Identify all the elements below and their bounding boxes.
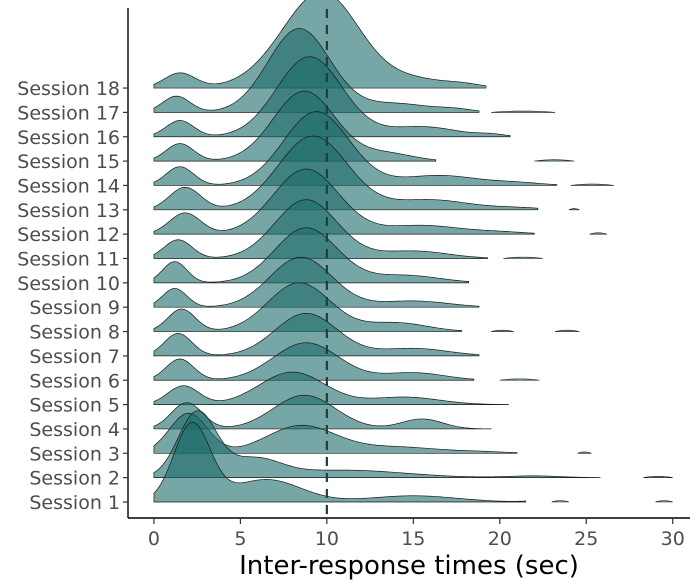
density-curve [153,282,463,332]
y-tick-label: Session 17 [17,102,120,124]
density-tail [551,500,570,503]
y-tick-label: Session 11 [17,249,120,271]
y-tick-label: Session 3 [29,443,120,465]
density-tail [655,500,673,503]
y-tick-label: Session 6 [29,370,120,392]
x-tick-label: 25 [574,528,598,550]
density-curve [153,410,601,478]
ridge-session-7 [153,312,480,357]
density-tail [491,329,514,332]
ridge-session-12 [153,168,608,235]
y-tick-label: Session 12 [17,224,120,246]
density-tail [589,232,608,235]
x-axis-title: Inter-response times (sec) [239,551,579,581]
y-tick-label: Session 10 [17,273,120,295]
x-tick-label: 30 [661,528,685,550]
x-tick-label: 10 [315,528,339,550]
ridge-session-1 [153,421,673,503]
x-tick-label: 20 [488,528,512,550]
density-curve [153,227,470,284]
density-tail [568,208,580,211]
density-tail [491,110,556,113]
y-tick-label: Session 18 [17,78,120,100]
density-curve [153,256,480,308]
y-tick-label: Session 16 [17,127,120,149]
y-tick-label: Session 9 [29,297,120,319]
ridge-session-4 [153,394,492,430]
ridge-session-13 [153,135,580,211]
density-tail [570,183,614,186]
density-tail [643,475,673,478]
ridge-session-8 [153,282,580,332]
density-curve [153,199,489,259]
y-tick-label: Session 1 [29,492,120,514]
y-tick-label: Session 4 [29,419,120,441]
density-curve [153,111,558,186]
y-tick-label: Session 7 [29,346,120,368]
y-tick-label: Session 2 [29,468,120,490]
y-tick-label: Session 5 [29,395,120,417]
density-curve [153,312,480,357]
density-curve [153,135,539,211]
density-curve [153,394,492,430]
density-curve [153,168,535,235]
density-tail [534,159,575,162]
density-curve [153,421,527,503]
ridge-session-16 [153,56,511,138]
density-tail [503,256,544,259]
ridge-session-9 [153,256,480,308]
ridge-session-10 [153,227,470,284]
density-tail [577,451,592,454]
density-curve [153,342,475,381]
y-tick-label: Session 8 [29,322,120,344]
x-axis-ticks: 0 5 10 15 20 25 30 [148,518,685,550]
x-tick-label: 0 [148,528,160,550]
density-curve [153,56,511,138]
ridge-session-5 [153,371,509,405]
ridge-session-2 [153,410,673,478]
ridge-session-6 [153,342,540,381]
density-tail [555,329,580,332]
x-tick-label: 15 [401,528,425,550]
ridges-layer [153,0,673,503]
x-tick-label: 5 [234,528,246,550]
ridge-session-14 [153,111,614,186]
ridge-session-11 [153,199,544,259]
density-tail [499,378,540,381]
y-tick-label: Session 15 [17,151,120,173]
y-tick-label: Session 14 [17,175,120,197]
y-tick-label: Session 13 [17,200,120,222]
density-curve [153,371,509,405]
